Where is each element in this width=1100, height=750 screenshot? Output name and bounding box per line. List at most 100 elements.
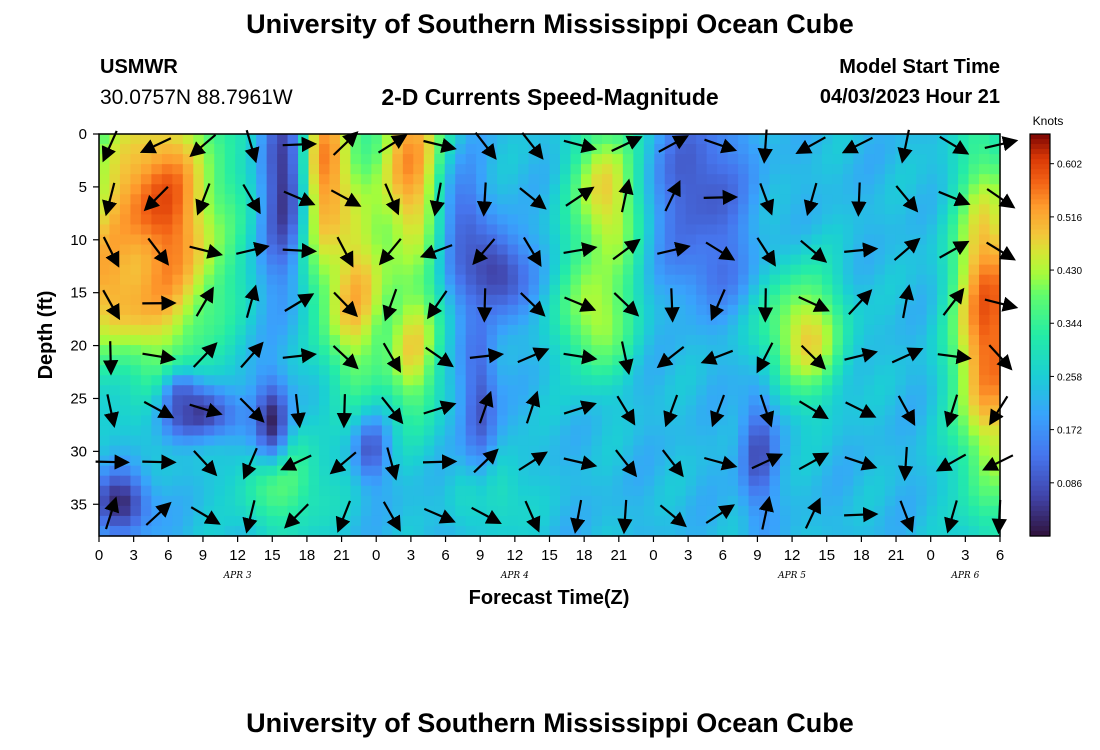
heatmap-cell — [497, 244, 509, 256]
colorbar-swatch — [1030, 144, 1050, 150]
heatmap-cell — [559, 304, 572, 316]
heatmap-cell — [895, 214, 907, 226]
heatmap-cell — [769, 284, 781, 296]
heatmap-cell — [884, 435, 896, 447]
heatmap-cell — [298, 264, 310, 276]
heatmap-cell — [759, 184, 771, 195]
heatmap-cell — [979, 375, 991, 386]
heatmap-cell — [455, 244, 467, 256]
heatmap-cell — [109, 284, 121, 296]
heatmap-cell — [664, 475, 676, 487]
heatmap-cell — [895, 525, 907, 537]
heatmap-cell — [570, 294, 582, 306]
heatmap-cell — [696, 505, 708, 517]
x-tick-label: 21 — [888, 547, 905, 564]
heatmap-cell — [518, 395, 530, 406]
heatmap-cell — [832, 174, 844, 185]
heatmap-cell — [319, 264, 331, 276]
colorbar-swatch — [1030, 350, 1050, 356]
heatmap-cell — [455, 154, 467, 165]
heatmap-cell — [874, 475, 886, 487]
heatmap-cell — [559, 495, 572, 507]
heatmap-cell — [591, 355, 603, 366]
heatmap-cell — [570, 164, 582, 175]
heatmap-cell — [706, 244, 718, 256]
heatmap-cell — [99, 505, 111, 517]
heatmap-cell — [790, 154, 802, 165]
heatmap-cell — [140, 214, 152, 226]
heatmap-cell — [916, 425, 928, 437]
heatmap-cell — [235, 154, 247, 165]
heatmap-cell — [214, 204, 226, 215]
heatmap-cell — [559, 234, 572, 246]
heatmap-cell — [119, 324, 132, 336]
heatmap-cell — [790, 515, 802, 527]
heatmap-cell — [759, 164, 771, 175]
heatmap-cell — [905, 485, 917, 497]
heatmap-cell — [811, 335, 823, 346]
heatmap-cell — [800, 495, 813, 507]
colorbar-swatch — [1030, 430, 1050, 437]
heatmap-cell — [821, 495, 833, 507]
y-tick-label: 5 — [79, 179, 87, 196]
heatmap-cell — [979, 405, 991, 416]
heatmap-cell — [884, 375, 896, 386]
heatmap-cell — [308, 395, 320, 406]
heatmap-cell — [591, 194, 603, 205]
current-arrow — [844, 347, 878, 363]
colorbar-swatch — [1030, 299, 1050, 306]
heatmap-cell — [884, 314, 896, 326]
heatmap-cell — [161, 335, 173, 346]
heatmap-cell — [874, 365, 886, 376]
heatmap-cell — [214, 134, 226, 145]
heatmap-cell — [245, 385, 257, 396]
colorbar-swatch — [1030, 149, 1050, 155]
heatmap-cell — [717, 184, 729, 195]
heatmap-cell — [214, 385, 226, 396]
heatmap-cell — [811, 234, 823, 246]
heatmap-cell — [119, 425, 132, 437]
heatmap-cell — [759, 214, 771, 226]
heatmap-cell — [706, 475, 718, 487]
heatmap-cell — [685, 164, 697, 175]
heatmap-cell — [675, 234, 687, 246]
heatmap-cell — [559, 164, 572, 175]
heatmap-cell — [360, 495, 372, 507]
heatmap-cell — [916, 385, 928, 396]
heatmap-cell — [633, 224, 645, 236]
heatmap-cell — [256, 214, 268, 226]
heatmap-cell — [402, 234, 414, 246]
heatmap-cell — [622, 204, 634, 215]
heatmap-cell — [696, 515, 708, 527]
heatmap-cell — [958, 234, 970, 246]
heatmap-cell — [350, 184, 362, 195]
heatmap-cell — [706, 385, 718, 396]
heatmap-cell — [497, 224, 509, 236]
heatmap-cell — [947, 365, 959, 376]
heatmap-cell — [360, 184, 372, 195]
heatmap-cell — [329, 254, 341, 266]
heatmap-cell — [842, 495, 854, 507]
heatmap-cell — [821, 134, 833, 145]
heatmap-cell — [863, 144, 875, 155]
heatmap-cell — [319, 445, 331, 457]
heatmap-cell — [287, 254, 299, 266]
heatmap-cell — [832, 134, 844, 145]
heatmap-cell — [161, 445, 173, 457]
heatmap-cell — [895, 264, 907, 276]
heatmap-cell — [842, 234, 854, 246]
heatmap-cell — [664, 345, 676, 356]
heatmap-cell — [319, 314, 331, 326]
heatmap-cell — [287, 345, 299, 356]
heatmap-cell — [821, 365, 833, 376]
heatmap-cell — [371, 525, 383, 537]
heatmap-cell — [172, 194, 184, 205]
heatmap-cell — [675, 375, 687, 386]
heatmap-cell — [193, 395, 205, 406]
heatmap-cell — [559, 515, 572, 527]
colorbar-tick-label: 0.430 — [1057, 266, 1082, 277]
heatmap-cell — [706, 465, 718, 477]
heatmap-cell — [601, 455, 613, 467]
current-arrow — [335, 500, 352, 533]
heatmap-cell — [434, 475, 446, 487]
